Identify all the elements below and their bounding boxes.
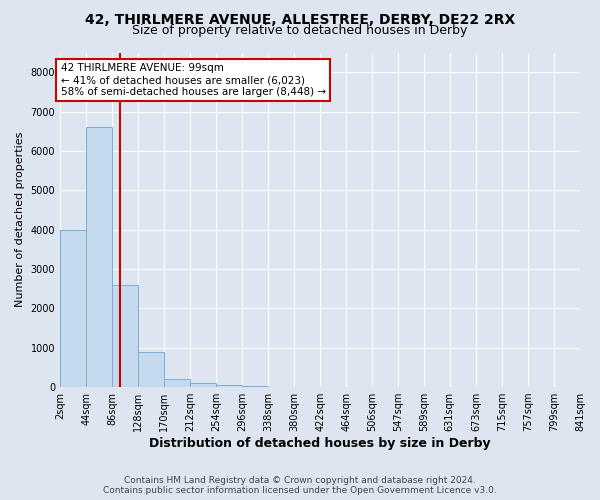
Bar — [190, 383, 216, 387]
Bar — [138, 352, 164, 387]
Text: 42, THIRLMERE AVENUE, ALLESTREE, DERBY, DE22 2RX: 42, THIRLMERE AVENUE, ALLESTREE, DERBY, … — [85, 12, 515, 26]
Text: Size of property relative to detached houses in Derby: Size of property relative to detached ho… — [133, 24, 467, 37]
Y-axis label: Number of detached properties: Number of detached properties — [15, 132, 25, 308]
X-axis label: Distribution of detached houses by size in Derby: Distribution of detached houses by size … — [149, 437, 491, 450]
Bar — [60, 230, 86, 387]
Bar — [242, 386, 268, 387]
Bar — [112, 284, 138, 387]
Text: 42 THIRLMERE AVENUE: 99sqm
← 41% of detached houses are smaller (6,023)
58% of s: 42 THIRLMERE AVENUE: 99sqm ← 41% of deta… — [61, 64, 326, 96]
Bar — [164, 379, 190, 387]
Bar — [216, 385, 242, 387]
Text: Contains HM Land Registry data © Crown copyright and database right 2024.
Contai: Contains HM Land Registry data © Crown c… — [103, 476, 497, 495]
Bar — [86, 128, 112, 387]
